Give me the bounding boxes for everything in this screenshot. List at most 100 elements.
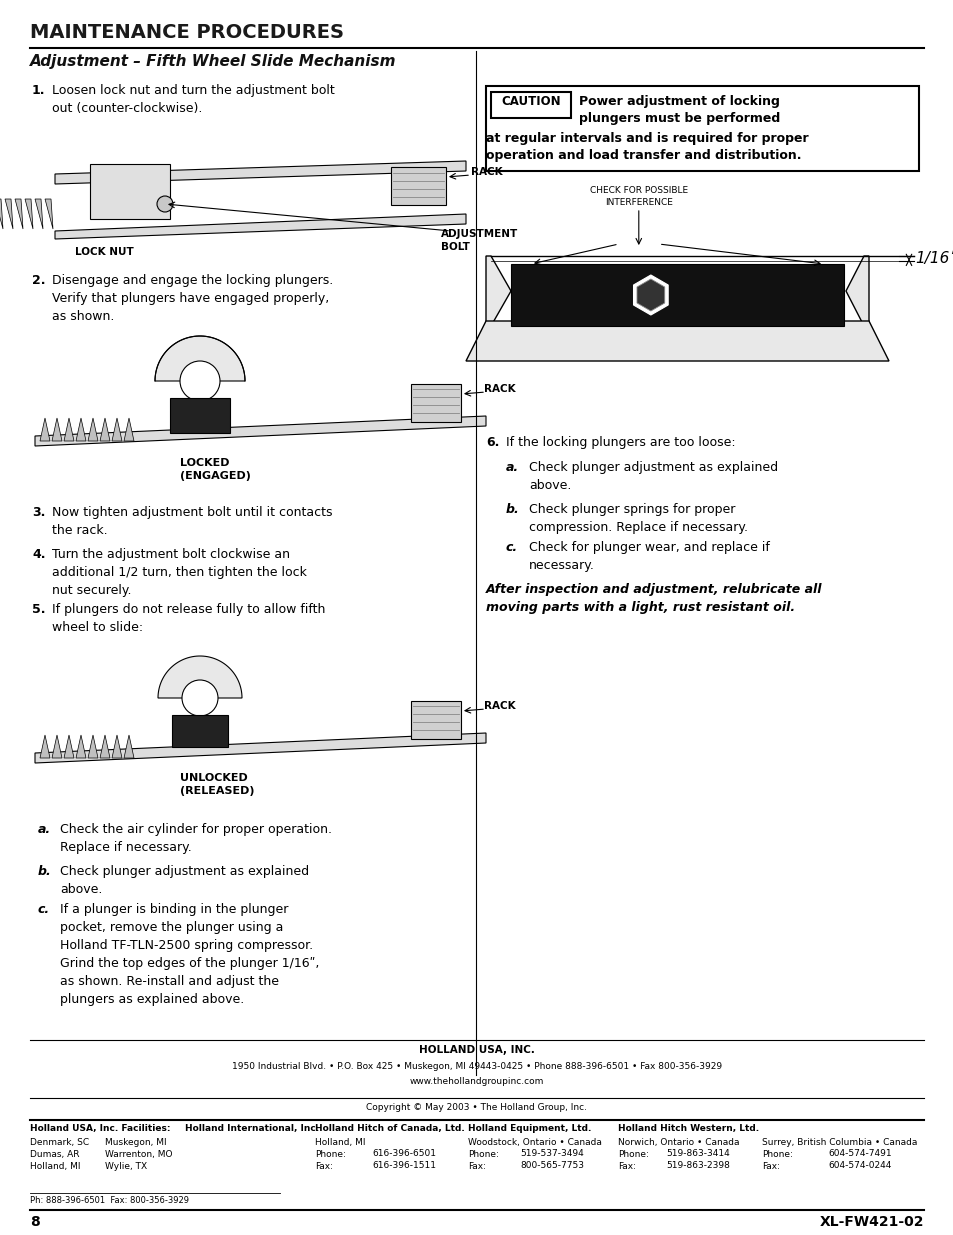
Polygon shape	[35, 199, 43, 228]
Text: LOCKED
(ENGAGED): LOCKED (ENGAGED)	[180, 458, 251, 482]
Text: RACK: RACK	[483, 701, 515, 711]
Polygon shape	[52, 417, 62, 441]
Polygon shape	[76, 735, 86, 758]
Text: 5.: 5.	[32, 603, 46, 616]
Text: 604-574-7491
604-574-0244: 604-574-7491 604-574-0244	[827, 1149, 891, 1170]
Text: c.: c.	[505, 541, 517, 555]
Polygon shape	[76, 417, 86, 441]
Polygon shape	[112, 417, 122, 441]
Bar	[511, 264, 843, 326]
Text: Check for plunger wear, and replace if
necessary.: Check for plunger wear, and replace if n…	[529, 541, 769, 572]
Text: 4.: 4.	[32, 548, 46, 561]
Text: Holland USA, Inc. Facilities:: Holland USA, Inc. Facilities:	[30, 1124, 171, 1132]
Text: Power adjustment of locking
plungers must be performed: Power adjustment of locking plungers mus…	[578, 95, 780, 125]
Polygon shape	[40, 735, 50, 758]
Polygon shape	[55, 161, 465, 184]
Polygon shape	[35, 734, 485, 763]
Polygon shape	[5, 199, 13, 228]
Text: UNLOCKED
(RELEASED): UNLOCKED (RELEASED)	[180, 773, 254, 797]
Polygon shape	[55, 214, 465, 240]
Polygon shape	[88, 735, 98, 758]
Text: Check plunger adjustment as explained
above.: Check plunger adjustment as explained ab…	[60, 864, 309, 897]
Text: 519-537-3494
800-565-7753: 519-537-3494 800-565-7753	[519, 1149, 583, 1170]
Bar	[411, 384, 460, 422]
Text: ADJUSTMENT
BOLT: ADJUSTMENT BOLT	[440, 228, 517, 252]
Polygon shape	[100, 735, 110, 758]
Bar	[485, 86, 918, 170]
Polygon shape	[633, 275, 667, 315]
Text: 1950 Industrial Blvd. • P.O. Box 425 • Muskegon, MI 49443-0425 • Phone 888-396-6: 1950 Industrial Blvd. • P.O. Box 425 • M…	[232, 1062, 721, 1071]
Text: b.: b.	[38, 864, 51, 878]
Text: 8: 8	[30, 1215, 40, 1229]
Polygon shape	[485, 256, 511, 326]
Text: 3.: 3.	[32, 506, 46, 519]
Polygon shape	[637, 279, 664, 311]
Polygon shape	[124, 417, 133, 441]
Text: a.: a.	[505, 461, 518, 474]
Text: at regular intervals and is required for proper
operation and load transfer and : at regular intervals and is required for…	[485, 132, 808, 162]
Circle shape	[182, 680, 218, 716]
Circle shape	[157, 196, 172, 212]
Text: Now tighten adjustment bolt until it contacts
the rack.: Now tighten adjustment bolt until it con…	[52, 506, 333, 537]
Text: b.: b.	[505, 503, 519, 516]
Text: RACK: RACK	[483, 384, 515, 394]
Polygon shape	[45, 199, 53, 228]
Text: Disengage and engage the locking plungers.
Verify that plungers have engaged pro: Disengage and engage the locking plunger…	[52, 274, 333, 324]
Text: Holland Hitch of Canada, Ltd.: Holland Hitch of Canada, Ltd.	[314, 1124, 464, 1132]
Text: After inspection and adjustment, relubricate all
moving parts with a light, rust: After inspection and adjustment, relubri…	[485, 583, 821, 614]
Polygon shape	[100, 417, 110, 441]
Polygon shape	[40, 417, 50, 441]
Polygon shape	[35, 416, 485, 446]
Polygon shape	[64, 417, 74, 441]
Text: CAUTION: CAUTION	[500, 95, 560, 107]
Text: Adjustment – Fifth Wheel Slide Mechanism: Adjustment – Fifth Wheel Slide Mechanism	[30, 54, 396, 69]
Text: Holland, MI
Phone:
Fax:: Holland, MI Phone: Fax:	[314, 1137, 365, 1171]
Text: Check the air cylinder for proper operation.
Replace if necessary.: Check the air cylinder for proper operat…	[60, 823, 332, 853]
Text: Muskegon, MI
Warrenton, MO
Wylie, TX: Muskegon, MI Warrenton, MO Wylie, TX	[105, 1137, 172, 1171]
Text: Check plunger springs for proper
compression. Replace if necessary.: Check plunger springs for proper compres…	[529, 503, 747, 534]
Bar	[391, 167, 446, 205]
Text: 1/16ʺ: 1/16ʺ	[914, 251, 953, 266]
Text: 2.: 2.	[32, 274, 46, 287]
Polygon shape	[64, 735, 74, 758]
Polygon shape	[465, 321, 888, 361]
Text: Holland Hitch Western, Ltd.: Holland Hitch Western, Ltd.	[618, 1124, 759, 1132]
Bar	[170, 398, 230, 433]
Polygon shape	[124, 735, 133, 758]
Text: LOCK NUT: LOCK NUT	[75, 247, 133, 257]
Text: Ph: 888-396-6501  Fax: 800-356-3929: Ph: 888-396-6501 Fax: 800-356-3929	[30, 1195, 189, 1205]
Circle shape	[180, 361, 220, 401]
Text: 519-863-3414
519-863-2398: 519-863-3414 519-863-2398	[665, 1149, 729, 1170]
Text: Surrey, British Columbia • Canada
Phone:
Fax:: Surrey, British Columbia • Canada Phone:…	[761, 1137, 917, 1171]
Text: If a plunger is binding in the plunger
pocket, remove the plunger using a
Hollan: If a plunger is binding in the plunger p…	[60, 903, 319, 1007]
Text: RACK: RACK	[471, 167, 502, 177]
Text: Turn the adjustment bolt clockwise an
additional 1/2 turn, then tighten the lock: Turn the adjustment bolt clockwise an ad…	[52, 548, 307, 597]
Bar	[491, 91, 571, 119]
Bar	[411, 701, 460, 739]
Text: www.thehollandgroupinc.com: www.thehollandgroupinc.com	[410, 1077, 543, 1086]
Polygon shape	[15, 199, 23, 228]
Text: Holland Equipment, Ltd.: Holland Equipment, Ltd.	[468, 1124, 591, 1132]
Text: c.: c.	[38, 903, 51, 916]
Text: MAINTENANCE PROCEDURES: MAINTENANCE PROCEDURES	[30, 23, 344, 42]
Text: 1.: 1.	[32, 84, 46, 98]
Text: Check plunger adjustment as explained
above.: Check plunger adjustment as explained ab…	[529, 461, 778, 492]
Text: Denmark, SC
Dumas, AR
Holland, MI: Denmark, SC Dumas, AR Holland, MI	[30, 1137, 89, 1171]
Text: Holland International, Inc.: Holland International, Inc.	[185, 1124, 319, 1132]
Text: a.: a.	[38, 823, 51, 836]
Text: 616-396-6501
616-396-1511: 616-396-6501 616-396-1511	[372, 1149, 436, 1170]
Text: 6.: 6.	[485, 436, 498, 450]
Text: Loosen lock nut and turn the adjustment bolt
out (counter-clockwise).: Loosen lock nut and turn the adjustment …	[52, 84, 335, 115]
Text: Copyright © May 2003 • The Holland Group, Inc.: Copyright © May 2003 • The Holland Group…	[366, 1103, 587, 1112]
Polygon shape	[112, 735, 122, 758]
Text: Woodstock, Ontario • Canada
Phone:
Fax:: Woodstock, Ontario • Canada Phone: Fax:	[468, 1137, 601, 1171]
Text: If plungers do not release fully to allow fifth
wheel to slide:: If plungers do not release fully to allo…	[52, 603, 325, 634]
Polygon shape	[845, 256, 868, 326]
Polygon shape	[158, 656, 242, 698]
Text: XL-FW421-02: XL-FW421-02	[819, 1215, 923, 1229]
Polygon shape	[88, 417, 98, 441]
Polygon shape	[0, 199, 3, 228]
Polygon shape	[25, 199, 33, 228]
Text: HOLLAND USA, INC.: HOLLAND USA, INC.	[418, 1045, 535, 1055]
Text: Norwich, Ontario • Canada
Phone:
Fax:: Norwich, Ontario • Canada Phone: Fax:	[618, 1137, 739, 1171]
